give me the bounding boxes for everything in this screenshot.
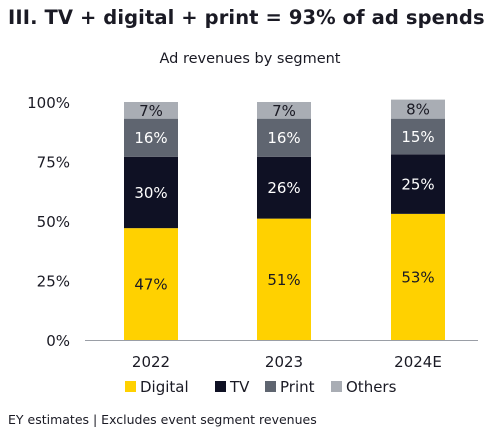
y-tick-label: 75% [37, 154, 70, 172]
legend-label-others: Others [346, 378, 397, 396]
bar-value-label: 8% [406, 101, 430, 119]
bar-value-label: 16% [134, 129, 167, 147]
legend-label-print: Print [280, 378, 315, 396]
bar-value-label: 47% [134, 276, 167, 294]
chart-title: Ad revenues by segment [159, 51, 341, 67]
legend-label-digital: Digital [140, 378, 189, 396]
bar-value-label: 53% [401, 268, 434, 286]
bar-segment-digital [124, 228, 178, 340]
bar-segment-tv [391, 154, 445, 214]
legend-swatch-print [265, 381, 276, 392]
bar-segment-digital [391, 213, 445, 340]
bar-value-label: 25% [401, 176, 434, 194]
bar-value-label: 16% [267, 129, 300, 147]
bar-segment-print [391, 118, 445, 155]
bar-value-label: 7% [139, 102, 163, 120]
bar-value-label: 26% [267, 179, 300, 197]
bar-value-label: 51% [267, 271, 300, 289]
bar-segment-digital [257, 218, 311, 340]
y-tick-label: 50% [37, 213, 70, 231]
bar-segment-print [257, 118, 311, 157]
legend-label-tv: TV [229, 378, 250, 396]
x-tick-label: 2024E [394, 353, 442, 371]
legend-swatch-others [331, 381, 342, 392]
bar-value-label: 7% [272, 102, 296, 120]
bar-segment-others [124, 102, 178, 119]
bar-value-label: 30% [134, 184, 167, 202]
legend-swatch-tv [215, 381, 226, 392]
bar-value-label: 15% [401, 128, 434, 146]
x-tick-label: 2023 [265, 353, 303, 371]
bar-segment-others [257, 102, 311, 119]
y-tick-label: 100% [27, 94, 70, 112]
bar-segment-tv [257, 156, 311, 219]
x-tick-label: 2022 [132, 353, 170, 371]
bar-segment-tv [124, 156, 178, 229]
y-tick-label: 25% [37, 273, 70, 291]
y-tick-label: 0% [46, 332, 70, 350]
bar-segment-print [124, 118, 178, 157]
bar-segment-others [391, 99, 445, 119]
legend-swatch-digital [125, 381, 136, 392]
page-heading: III. TV + digital + print = 93% of ad sp… [8, 6, 485, 29]
footnote: EY estimates | Excludes event segment re… [8, 412, 317, 427]
